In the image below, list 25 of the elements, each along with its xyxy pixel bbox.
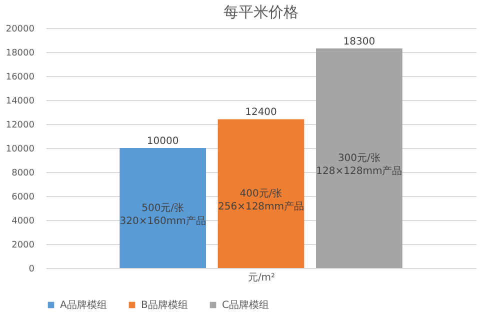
y-tick-label: 14000 (6, 96, 35, 106)
data-label: 12400 (245, 107, 277, 118)
y-tick-label: 12000 (6, 120, 35, 130)
bar (120, 148, 206, 268)
y-tick-label: 6000 (12, 192, 35, 202)
data-label: 10000 (146, 136, 179, 147)
y-tick-label: 20000 (6, 24, 35, 34)
annotation: 400元/张 256×128mm产品 (218, 188, 304, 213)
y-tick-label: 0 (28, 264, 35, 274)
y-tick-label: 2000 (12, 240, 35, 250)
bar (316, 48, 402, 268)
y-tick-label: 8000 (12, 168, 35, 178)
y-tick-label: 18000 (6, 48, 35, 58)
chart-title: 每平米价格 (224, 3, 298, 21)
annotation: 300元/张 128×128mm产品 (316, 152, 402, 178)
x-axis-title: 元/m² (248, 272, 276, 284)
y-tick-label: 16000 (6, 72, 35, 82)
bar (218, 119, 304, 268)
legend-label: C品牌模组 (222, 299, 269, 311)
legend-label: B品牌模组 (141, 299, 188, 311)
annotation: 500元/张 320×160mm产品 (120, 202, 206, 227)
legend-label: A品牌模组 (60, 299, 107, 311)
y-tick-label: 10000 (6, 144, 35, 154)
data-label: 18300 (343, 36, 376, 48)
y-tick-label: 4000 (12, 216, 35, 226)
